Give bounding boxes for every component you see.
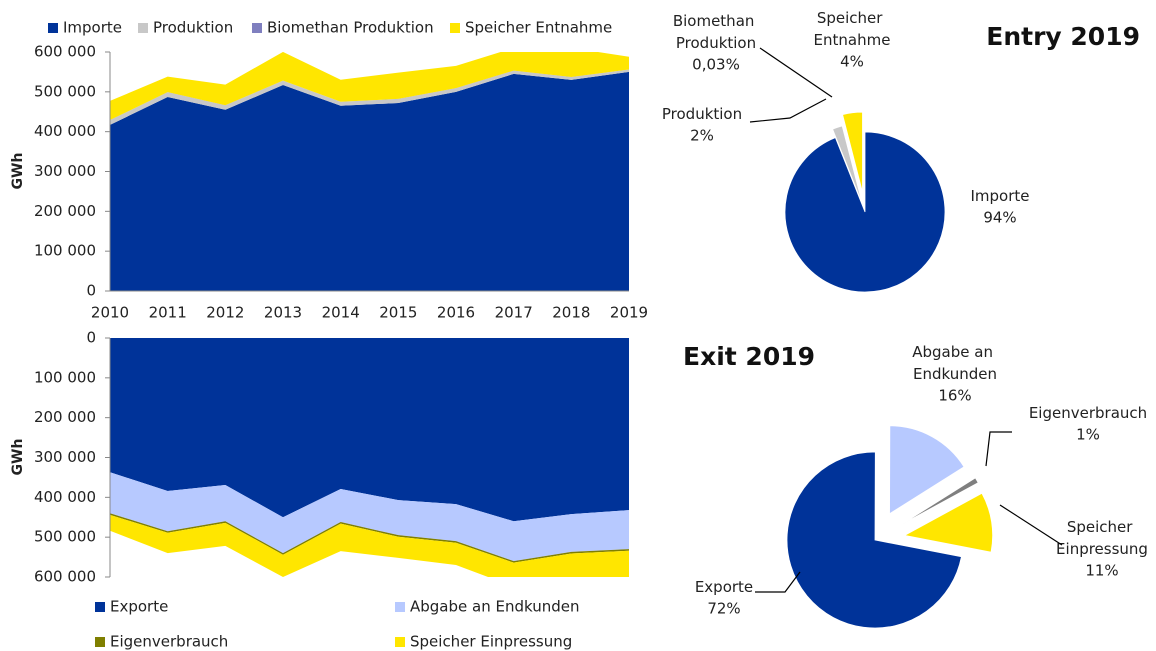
y-tick-label: 100 000 (34, 368, 96, 386)
legend-swatch (450, 23, 460, 33)
legend-label: Exporte (110, 598, 168, 616)
legend-swatch (395, 602, 405, 612)
pie-slice (889, 425, 965, 515)
legend-swatch (395, 637, 405, 647)
legend-swatch (252, 23, 262, 33)
y-tick-label: 100 000 (34, 242, 96, 260)
pie-slice (900, 477, 979, 526)
y-axis-label: GWh (10, 153, 26, 190)
chart-title: Exit 2019 (683, 342, 815, 371)
x-tick-label: 2018 (552, 304, 590, 322)
slice-label: Speicher Einpressung (1056, 518, 1148, 558)
legend-label: Speicher Einpressung (410, 633, 572, 651)
plot-area (110, 52, 629, 291)
y-tick-label: 600 000 (34, 568, 96, 586)
slice-label: Biomethan Produktion (673, 12, 759, 52)
area (110, 338, 629, 522)
chart-title: Entry 2019 (986, 22, 1140, 51)
pie-slice (903, 492, 994, 553)
slice-value-label: 11% (1085, 562, 1118, 580)
pie-slice (786, 451, 962, 629)
pie-slice (842, 125, 864, 204)
y-tick-label: 0 (86, 329, 96, 347)
y-tick-label: 300 000 (34, 448, 96, 466)
slice-label: Eigenverbrauch (1029, 404, 1147, 422)
leader-line (749, 98, 827, 123)
leader-line (999, 504, 1063, 546)
slice-value-label: 16% (938, 387, 971, 405)
slice-value-label: 94% (983, 209, 1016, 227)
x-tick-label: 2017 (495, 304, 533, 322)
y-tick-label: 300 000 (34, 162, 96, 180)
legend-label: Produktion (153, 19, 233, 37)
legend-label: Eigenverbrauch (110, 633, 228, 651)
slice-value-label: 4% (840, 53, 864, 71)
x-tick-label: 2019 (610, 304, 648, 322)
slice-value-label: 0,03% (692, 56, 740, 74)
x-tick-label: 2012 (206, 304, 244, 322)
pie-slice (832, 125, 863, 204)
slice-value-label: 1% (1076, 426, 1100, 444)
leader-line (755, 571, 801, 593)
y-tick-label: 400 000 (34, 122, 96, 140)
x-tick-label: 2010 (91, 304, 129, 322)
y-tick-label: 500 000 (34, 528, 96, 546)
legend-swatch (95, 602, 105, 612)
x-tick-label: 2015 (379, 304, 417, 322)
y-tick-label: 0 (86, 282, 96, 300)
legend-label: Abgabe an Endkunden (410, 598, 579, 616)
slice-label: Produktion (662, 105, 742, 123)
y-tick-label: 500 000 (34, 82, 96, 100)
slice-label: Speicher Entnahme (814, 9, 891, 49)
x-tick-label: 2011 (149, 304, 187, 322)
leader-line (985, 431, 1012, 467)
leader-line (759, 47, 833, 98)
x-tick-label: 2016 (437, 304, 475, 322)
plot-area (110, 338, 629, 577)
area (110, 71, 629, 291)
area (110, 472, 629, 562)
y-axis-label: GWh (10, 439, 26, 476)
slice-value-label: 2% (690, 127, 714, 145)
legend-label: Importe (63, 19, 122, 37)
legend-swatch (95, 637, 105, 647)
slice-value-label: 72% (707, 600, 740, 618)
y-tick-label: 600 000 (34, 43, 96, 61)
pie-slice (784, 131, 946, 293)
legend-label: Biomethan Produktion (267, 19, 434, 37)
legend-swatch (48, 23, 58, 33)
area (110, 52, 629, 121)
pie-slice (842, 111, 863, 193)
slice-label: Importe (970, 187, 1029, 205)
y-tick-label: 200 000 (34, 408, 96, 426)
legend-swatch (138, 23, 148, 33)
x-tick-label: 2014 (322, 304, 360, 322)
legend-label: Speicher Entnahme (465, 19, 612, 37)
slice-label: Abgabe an Endkunden (912, 343, 997, 383)
y-tick-label: 400 000 (34, 488, 96, 506)
slice-label: Exporte (695, 578, 753, 596)
area (110, 514, 629, 577)
y-tick-label: 200 000 (34, 202, 96, 220)
x-tick-label: 2013 (264, 304, 302, 322)
